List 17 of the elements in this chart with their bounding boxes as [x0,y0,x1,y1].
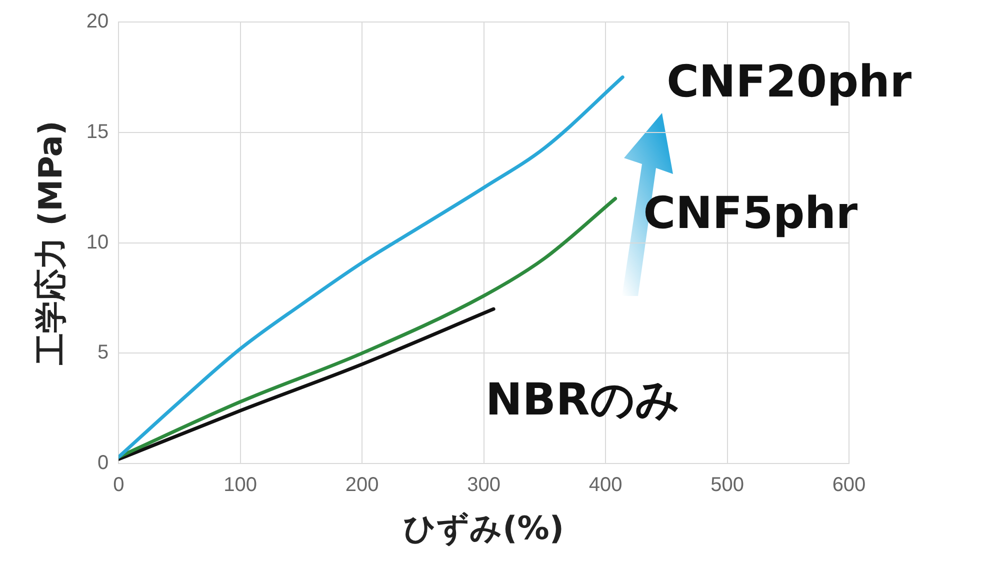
y-tick-label: 15 [86,120,109,143]
x-tick-label: 100 [224,474,258,496]
y-tick-label: 10 [86,231,109,254]
x-tick-label: 500 [710,474,744,496]
x-axis-title: ひずみ(%) [404,509,564,548]
series-label: NBRのみ [486,374,680,426]
series-label: CNF5phr [643,188,858,240]
x-tick-label: 400 [588,474,622,496]
y-tick-label: 5 [98,342,109,364]
x-tick-label: 0 [113,474,124,496]
y-tick-label: 20 [86,10,109,33]
x-tick-label: 300 [467,474,501,496]
y-axis-title: 工学応力 (MPa) [32,120,70,366]
x-tick-label: 600 [832,474,866,496]
x-tick-label: 200 [345,474,379,496]
y-tick-label: 0 [98,452,109,474]
series-label: CNF20phr [666,56,912,108]
